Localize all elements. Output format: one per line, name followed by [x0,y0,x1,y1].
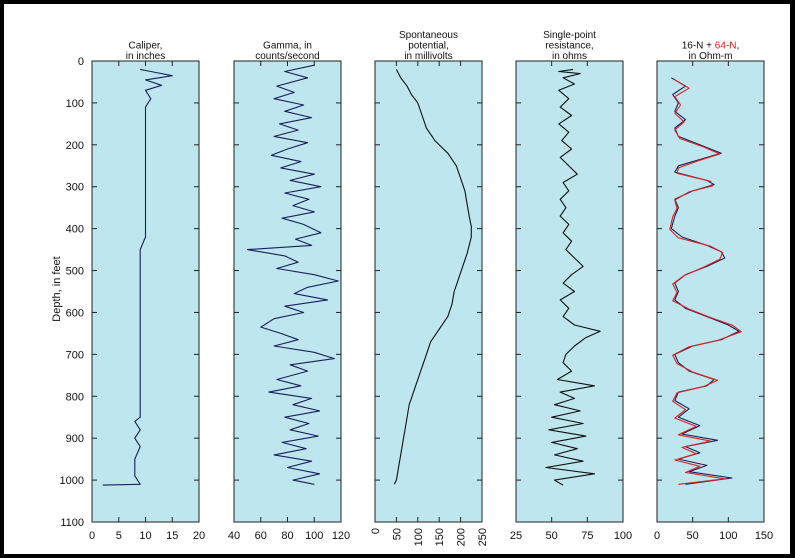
log-series-line [246,64,339,485]
x-tick-label: 0 [654,530,660,542]
log-series-line [669,79,742,485]
panel-title: Single-point resistance, in ohms [543,30,596,62]
y-tick-label: 100 [66,98,84,110]
panel-title-line: counts/second [255,51,320,62]
y-tick-label: 900 [66,433,84,445]
panel-title-line: Gamma, in [263,41,312,52]
x-tick-label: 25 [510,530,522,542]
x-tick-label: 100 [719,530,737,542]
log-panel: 40 60 80 100 120 Gamma, in counts/second [228,41,350,543]
x-tick-label: 100 [413,528,425,546]
y-tick-label: 500 [66,266,84,278]
y-tick-label: 1000 [60,475,84,487]
panel-background [233,60,342,523]
y-tick-label: 800 [66,391,84,403]
x-tick-label: 0 [89,530,95,542]
borehole-log-chart: Depth, in feet 0100200300400500600700800… [51,30,773,546]
y-tick-label: 0 [78,56,84,68]
x-tick-label: 150 [434,528,446,546]
x-tick-label: 5 [116,530,122,542]
y-tick-label: 200 [66,140,84,152]
y-tick-label: 1100 [60,517,84,529]
panel-title-line: Single-point [543,30,596,41]
log-panel: 0 50 100 150 200 250 Spontaneous potential, in m… [370,30,489,546]
panel-title-line: 16-N + 64-N, [682,41,740,52]
panel-title-line: in inches [126,51,165,62]
panel-title-segment: 16-N + [682,41,715,52]
y-axis: 0 100 200 300 400 500 600 700 800 900 1000 1100 [60,56,84,529]
x-tick-label: 50 [687,530,699,542]
y-tick-label: 600 [66,307,84,319]
log-series-line [545,68,601,486]
x-tick-label: 80 [281,530,293,542]
panel-title-line: Spontaneous [399,30,458,41]
x-tick-label: 10 [139,530,151,542]
panel-title-line: in Ohm-m [689,51,733,62]
log-panel: 0 50 100 150 16-N + 64-N, in Ohm-m [654,41,773,543]
panel-background [515,60,624,523]
chart-frame: Depth, in feet 0 100 200 300 400 500 600 700 800… [4,4,790,554]
x-tick-label: 100 [614,530,632,542]
x-tick-label: 50 [546,530,558,542]
panel-title: Gamma, in counts/second [255,41,320,63]
panel-title-line: resistance, [545,41,593,52]
y-tick-label: 300 [66,182,84,194]
log-panel: 25 50 75 100 Single-point resistance, in ohms [510,30,632,542]
x-tick-label: 200 [456,528,468,546]
y-tick-label: 400 [66,224,84,236]
log-series-line [102,68,173,486]
log-panel: 0 5 10 15 20 Caliper, in inches [89,41,205,543]
x-tick-label: 15 [166,530,178,542]
x-tick-label: 100 [305,530,323,542]
x-tick-label: 40 [228,530,240,542]
panel-background [656,60,765,523]
x-tick-label: 60 [255,530,267,542]
x-tick-label: 75 [581,530,593,542]
log-panels: 0 5 10 15 20 Caliper, in inches 40 60 80 100 120 Gam… [89,30,773,546]
log-series-line [393,69,472,485]
x-tick-label: 20 [193,530,205,542]
x-tick-label: 50 [391,528,403,540]
y-axis-label: Depth, in feet [51,256,63,321]
panel-title: 16-N + 64-N, in Ohm-m [682,41,740,63]
x-tick-label: 150 [755,530,773,542]
x-tick-label: 120 [332,530,350,542]
panel-title: Caliper, in inches [126,41,165,63]
panel-title-line: in millivolts [404,51,452,62]
x-tick-label: 0 [370,528,382,534]
panel-background [374,60,483,523]
x-tick-label: 250 [477,528,489,546]
log-series-line [670,77,740,485]
panel-title-line: Caliper, [129,41,163,52]
panel-title-segment: 64-N [715,41,737,52]
panel-title-line: in ohms [552,51,587,62]
panel-title-line: potential, [408,41,449,52]
y-tick-label: 700 [66,349,84,361]
panel-title-segment: , [736,41,739,52]
panel-title: Spontaneous potential, in millivolts [399,30,458,62]
